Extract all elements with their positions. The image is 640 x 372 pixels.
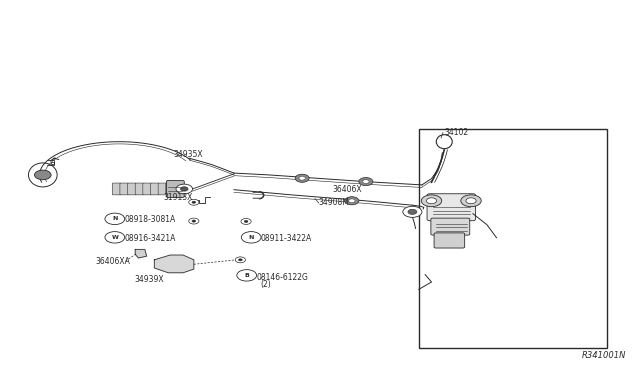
Circle shape bbox=[349, 199, 355, 203]
FancyBboxPatch shape bbox=[166, 183, 175, 195]
Text: 34939X: 34939X bbox=[134, 275, 164, 283]
Circle shape bbox=[176, 184, 193, 194]
Text: B: B bbox=[244, 273, 249, 278]
Circle shape bbox=[421, 195, 442, 207]
Circle shape bbox=[359, 177, 373, 186]
Circle shape bbox=[461, 195, 481, 207]
Text: 31913X: 31913X bbox=[164, 193, 193, 202]
Circle shape bbox=[189, 218, 199, 224]
Text: (2): (2) bbox=[260, 280, 271, 289]
Circle shape bbox=[466, 198, 476, 204]
Text: 34102: 34102 bbox=[444, 128, 468, 137]
Circle shape bbox=[105, 213, 125, 225]
Bar bbox=[419, 129, 607, 349]
Ellipse shape bbox=[28, 163, 57, 187]
Circle shape bbox=[236, 257, 246, 263]
Circle shape bbox=[408, 209, 417, 214]
FancyBboxPatch shape bbox=[431, 218, 470, 235]
Circle shape bbox=[295, 174, 309, 182]
FancyBboxPatch shape bbox=[120, 183, 129, 195]
Circle shape bbox=[426, 198, 436, 204]
FancyBboxPatch shape bbox=[127, 183, 136, 195]
FancyBboxPatch shape bbox=[427, 194, 476, 221]
Polygon shape bbox=[135, 250, 147, 258]
Circle shape bbox=[35, 170, 51, 180]
Text: R341001N: R341001N bbox=[582, 350, 626, 359]
Text: 08911-3422A: 08911-3422A bbox=[260, 234, 312, 243]
Text: 08916-3421A: 08916-3421A bbox=[124, 234, 176, 243]
FancyBboxPatch shape bbox=[135, 183, 144, 195]
Text: 34935X: 34935X bbox=[173, 150, 203, 159]
Text: N: N bbox=[112, 217, 118, 221]
FancyBboxPatch shape bbox=[166, 180, 184, 198]
Text: 36406XA: 36406XA bbox=[96, 257, 131, 266]
Circle shape bbox=[192, 201, 196, 203]
Circle shape bbox=[180, 187, 188, 191]
Text: 36406X: 36406X bbox=[332, 185, 362, 194]
Text: 08146-6122G: 08146-6122G bbox=[256, 273, 308, 282]
Circle shape bbox=[237, 270, 257, 281]
Ellipse shape bbox=[436, 135, 452, 149]
FancyBboxPatch shape bbox=[150, 183, 159, 195]
FancyBboxPatch shape bbox=[143, 183, 152, 195]
Polygon shape bbox=[154, 255, 194, 273]
Circle shape bbox=[299, 176, 305, 180]
Circle shape bbox=[345, 197, 359, 205]
Text: N: N bbox=[248, 235, 254, 240]
Circle shape bbox=[241, 218, 251, 224]
Text: 08918-3081A: 08918-3081A bbox=[124, 215, 175, 224]
Circle shape bbox=[363, 180, 369, 183]
FancyBboxPatch shape bbox=[112, 183, 121, 195]
Text: 34908M: 34908M bbox=[319, 198, 349, 207]
Circle shape bbox=[403, 206, 422, 217]
Circle shape bbox=[105, 232, 125, 243]
Circle shape bbox=[239, 259, 243, 261]
Circle shape bbox=[241, 232, 261, 243]
Circle shape bbox=[189, 199, 199, 205]
FancyBboxPatch shape bbox=[158, 183, 167, 195]
Circle shape bbox=[192, 220, 196, 222]
Circle shape bbox=[244, 220, 248, 222]
FancyBboxPatch shape bbox=[434, 233, 465, 248]
Text: W: W bbox=[111, 235, 118, 240]
